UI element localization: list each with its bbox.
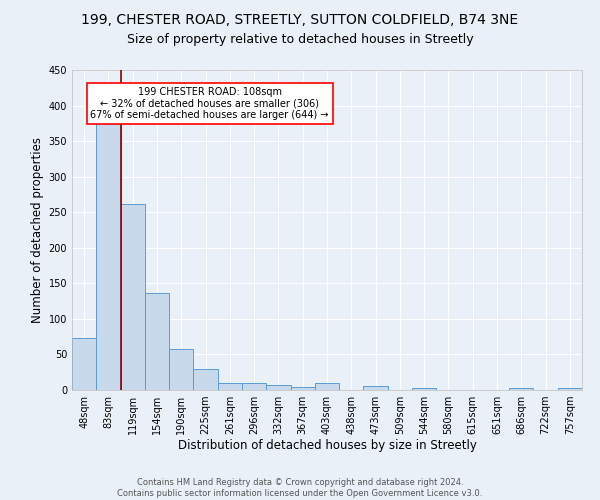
Bar bbox=[266, 385, 290, 390]
Bar bbox=[509, 388, 533, 390]
Text: Contains HM Land Registry data © Crown copyright and database right 2024.
Contai: Contains HM Land Registry data © Crown c… bbox=[118, 478, 482, 498]
Bar bbox=[96, 124, 121, 390]
Bar bbox=[218, 383, 242, 390]
Bar bbox=[193, 370, 218, 390]
Text: 199, CHESTER ROAD, STREETLY, SUTTON COLDFIELD, B74 3NE: 199, CHESTER ROAD, STREETLY, SUTTON COLD… bbox=[82, 12, 518, 26]
Bar bbox=[290, 387, 315, 390]
X-axis label: Distribution of detached houses by size in Streetly: Distribution of detached houses by size … bbox=[178, 438, 476, 452]
Bar bbox=[364, 386, 388, 390]
Bar bbox=[121, 204, 145, 390]
Bar bbox=[72, 338, 96, 390]
Text: 199 CHESTER ROAD: 108sqm
← 32% of detached houses are smaller (306)
67% of semi-: 199 CHESTER ROAD: 108sqm ← 32% of detach… bbox=[91, 87, 329, 120]
Text: Size of property relative to detached houses in Streetly: Size of property relative to detached ho… bbox=[127, 32, 473, 46]
Bar bbox=[242, 383, 266, 390]
Bar bbox=[558, 388, 582, 390]
Bar bbox=[145, 294, 169, 390]
Bar bbox=[315, 383, 339, 390]
Y-axis label: Number of detached properties: Number of detached properties bbox=[31, 137, 44, 323]
Bar bbox=[412, 388, 436, 390]
Bar bbox=[169, 349, 193, 390]
